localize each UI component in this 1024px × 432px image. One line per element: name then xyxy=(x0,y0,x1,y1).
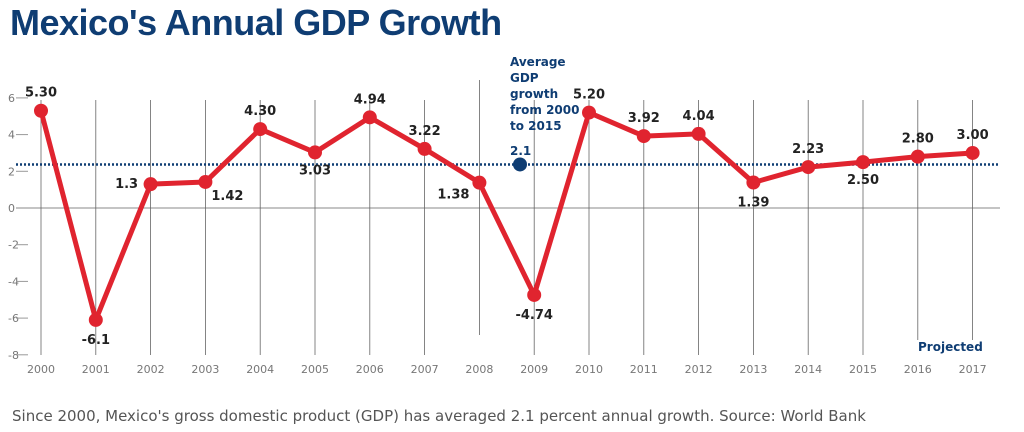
average-label: Average xyxy=(510,55,566,69)
line-chart: 6 4 2 0 -2 -4 -6 -8 2000 2001 2002 2003 2004 2005 2006… xyxy=(8,55,1000,376)
data-label: 1.39 xyxy=(737,195,769,210)
chart-caption: Since 2000, Mexico's gross domestic prod… xyxy=(12,407,866,425)
y-tick-label: -4 xyxy=(8,275,19,288)
data-label: 3.03 xyxy=(299,163,331,178)
x-tick-label: 2015 xyxy=(849,363,877,376)
series-line xyxy=(38,110,973,323)
data-label: 2.50 xyxy=(847,173,879,188)
x-tick-label: 2003 xyxy=(191,363,219,376)
data-label: 3.00 xyxy=(957,128,989,143)
data-label: -4.74 xyxy=(515,308,552,323)
data-point xyxy=(472,175,487,190)
x-tick-label: 2007 xyxy=(411,363,439,376)
x-tick-label: 2001 xyxy=(82,363,110,376)
x-tick-label: 2010 xyxy=(575,363,603,376)
x-tick-label: 2014 xyxy=(794,363,822,376)
data-label: 5.30 xyxy=(25,86,57,101)
data-point xyxy=(417,141,432,156)
data-label: 4.04 xyxy=(683,109,715,124)
data-label: 3.92 xyxy=(628,111,660,126)
data-point xyxy=(856,155,870,170)
data-point xyxy=(965,145,980,160)
data-label: 1.3 xyxy=(115,177,138,192)
data-point xyxy=(253,122,268,137)
x-tick-label: 2017 xyxy=(959,363,987,376)
y-tick-label: -2 xyxy=(8,239,19,252)
data-point xyxy=(143,177,158,192)
projected-label: Projected xyxy=(918,340,983,354)
data-label: 4.30 xyxy=(244,104,276,119)
average-value-label: 2.1 xyxy=(510,144,531,158)
x-tick-label: 2009 xyxy=(520,363,548,376)
x-tick-label: 2000 xyxy=(27,363,55,376)
data-label: 2.23 xyxy=(792,142,824,157)
chart-title: Mexico's Annual GDP Growth xyxy=(10,2,502,43)
average-label: GDP xyxy=(510,71,539,85)
data-label: 2.80 xyxy=(902,132,934,147)
data-label: 1.42 xyxy=(211,189,243,204)
y-tick-label: 6 xyxy=(8,92,15,105)
data-point xyxy=(801,160,816,175)
data-point xyxy=(582,105,596,120)
data-label: 4.94 xyxy=(354,92,386,107)
data-point xyxy=(527,287,542,302)
y-tick-label: -8 xyxy=(8,349,19,362)
x-tick-label: 2011 xyxy=(630,363,658,376)
data-label: 3.22 xyxy=(409,124,441,139)
average-label: growth xyxy=(510,87,558,101)
data-point xyxy=(34,103,48,118)
data-point xyxy=(636,129,651,144)
y-tick-label: -6 xyxy=(8,312,19,325)
data-point xyxy=(691,126,706,141)
x-tick-label: 2004 xyxy=(246,363,274,376)
data-label: 5.20 xyxy=(573,88,605,103)
x-tick-label: 2016 xyxy=(904,363,932,376)
y-tick-label: 4 xyxy=(8,129,15,142)
data-point xyxy=(746,175,761,190)
data-point xyxy=(198,174,213,189)
x-tick-label: 2013 xyxy=(739,363,767,376)
x-tick-label: 2002 xyxy=(137,363,165,376)
x-tick-label: 2012 xyxy=(685,363,713,376)
x-tick-label: 2005 xyxy=(301,363,329,376)
data-point xyxy=(308,145,322,160)
data-label: 1.38 xyxy=(437,188,469,203)
average-marker xyxy=(513,157,527,172)
data-point xyxy=(362,110,377,125)
average-label: to 2015 xyxy=(510,119,562,133)
x-tick-label: 2006 xyxy=(356,363,384,376)
data-point xyxy=(88,312,103,327)
data-label: -6.1 xyxy=(82,333,110,348)
y-tick-label: 2 xyxy=(8,165,15,178)
y-tick-label: 0 xyxy=(8,202,15,215)
x-tick-label: 2008 xyxy=(465,363,493,376)
average-label: from 2000 xyxy=(510,103,579,117)
data-point xyxy=(910,149,925,164)
